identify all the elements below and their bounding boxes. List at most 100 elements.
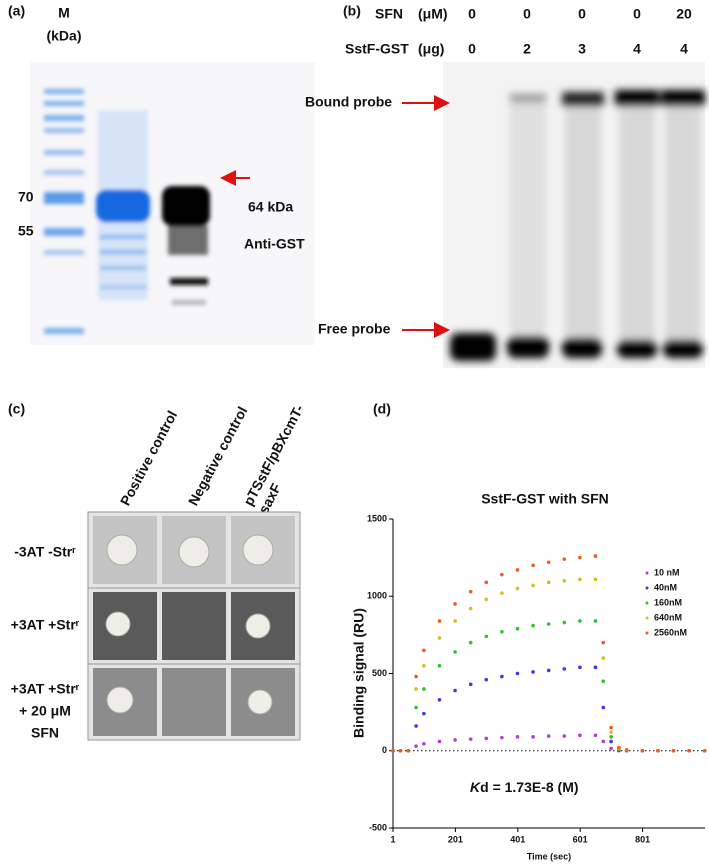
data-point bbox=[515, 568, 520, 572]
data-point bbox=[624, 748, 629, 752]
row-label: +3AT +Strʳ bbox=[11, 681, 80, 697]
lane-value: 0 bbox=[523, 6, 531, 22]
panel-label: (d) bbox=[373, 401, 391, 417]
data-point bbox=[500, 572, 504, 577]
data-point bbox=[546, 560, 551, 565]
legend-marker bbox=[645, 586, 649, 590]
column-header: pTSstF/pBXcmT- saxF bbox=[240, 398, 324, 516]
sample-lane bbox=[96, 110, 150, 300]
data-point bbox=[609, 739, 613, 744]
data-point bbox=[609, 730, 613, 735]
data-point bbox=[687, 748, 691, 753]
data-point bbox=[484, 736, 489, 741]
data-point bbox=[562, 557, 567, 561]
legend-label: 40nM bbox=[654, 582, 677, 592]
data-point bbox=[609, 725, 613, 730]
data-point bbox=[468, 589, 473, 594]
x-tick-label: 401 bbox=[510, 834, 525, 844]
data-point bbox=[531, 623, 535, 628]
data-point bbox=[578, 555, 582, 560]
legend-marker bbox=[645, 631, 649, 635]
marker-size: 55 bbox=[18, 223, 34, 239]
bound-label: Bound probe bbox=[305, 94, 392, 110]
data-point bbox=[484, 677, 489, 682]
annotation-italic: K bbox=[470, 779, 481, 795]
data-point bbox=[601, 640, 606, 645]
data-point bbox=[484, 597, 489, 602]
data-point bbox=[468, 737, 473, 741]
lane-value: 4 bbox=[680, 41, 688, 57]
data-point bbox=[593, 619, 598, 623]
data-point bbox=[453, 602, 457, 606]
y-axis-label: Binding signal (RU) bbox=[351, 608, 367, 738]
marker-size: 70 bbox=[18, 189, 34, 205]
data-point bbox=[422, 741, 426, 746]
column-header: Positive control bbox=[117, 408, 180, 508]
legend-label: 10 nM bbox=[654, 567, 680, 577]
data-point bbox=[546, 734, 551, 738]
data-point bbox=[593, 577, 598, 582]
x-tick-label: 801 bbox=[635, 834, 650, 844]
data-point bbox=[531, 563, 535, 568]
y-tick-label: -500 bbox=[369, 822, 387, 832]
x-tick-label: 201 bbox=[448, 834, 463, 844]
data-point bbox=[593, 733, 598, 738]
x-tick-label: 1 bbox=[390, 834, 395, 844]
lane-value: 20 bbox=[676, 6, 692, 22]
legend-marker bbox=[645, 616, 649, 620]
data-point bbox=[398, 748, 403, 753]
data-point bbox=[453, 650, 457, 654]
annotation-text: d = 1.73E-8 (M) bbox=[480, 779, 578, 795]
marker-lane bbox=[44, 89, 84, 334]
band-label: 64 kDa bbox=[248, 199, 293, 215]
data-point bbox=[578, 619, 582, 623]
lane-value: 0 bbox=[468, 6, 476, 22]
data-point bbox=[609, 746, 613, 751]
data-point bbox=[578, 577, 582, 582]
row-label: + 20 μM bbox=[19, 703, 71, 719]
data-point bbox=[531, 670, 535, 674]
data-point bbox=[414, 674, 418, 679]
marker-title: M bbox=[58, 5, 70, 21]
data-point bbox=[546, 580, 551, 585]
data-point bbox=[406, 748, 411, 753]
marker-unit: (kDa) bbox=[46, 28, 81, 44]
legend-label: 640nM bbox=[654, 612, 682, 622]
data-point bbox=[500, 674, 504, 679]
data-point bbox=[414, 744, 418, 748]
data-point bbox=[422, 648, 426, 653]
data-point bbox=[601, 705, 606, 710]
data-point bbox=[640, 748, 645, 753]
data-point bbox=[468, 640, 473, 645]
data-point bbox=[437, 619, 442, 623]
panel-label: (a) bbox=[8, 3, 25, 19]
sensorgram: -500 0 500 1000 1500 1 201 401 601 801 10 nM 40nM 16… bbox=[367, 513, 707, 844]
emsa-lanes bbox=[450, 90, 705, 361]
data-point bbox=[702, 748, 707, 753]
legend-label: 160nM bbox=[654, 597, 682, 607]
row-unit: (μM) bbox=[418, 6, 448, 22]
data-point bbox=[500, 591, 504, 595]
data-point bbox=[515, 586, 520, 591]
data-point bbox=[656, 748, 660, 753]
data-point bbox=[562, 620, 567, 625]
row-name: SstF-GST bbox=[345, 41, 409, 57]
data-point bbox=[437, 636, 442, 640]
data-point bbox=[562, 579, 567, 583]
panel-label: (c) bbox=[8, 401, 25, 417]
data-point bbox=[601, 679, 606, 684]
lane-value: 0 bbox=[633, 6, 641, 22]
data-point bbox=[484, 634, 489, 639]
data-point bbox=[422, 663, 426, 668]
data-point bbox=[414, 724, 418, 728]
data-point bbox=[515, 735, 520, 739]
data-point bbox=[617, 745, 621, 750]
plates bbox=[87, 511, 301, 741]
row-label: SFN bbox=[31, 725, 59, 741]
x-axis-label: Time (sec) bbox=[527, 851, 571, 861]
y-tick-label: 500 bbox=[372, 668, 387, 678]
data-point bbox=[546, 668, 551, 673]
lane-value: 2 bbox=[523, 41, 531, 57]
panel-label: (b) bbox=[343, 3, 361, 19]
data-point bbox=[515, 626, 520, 631]
